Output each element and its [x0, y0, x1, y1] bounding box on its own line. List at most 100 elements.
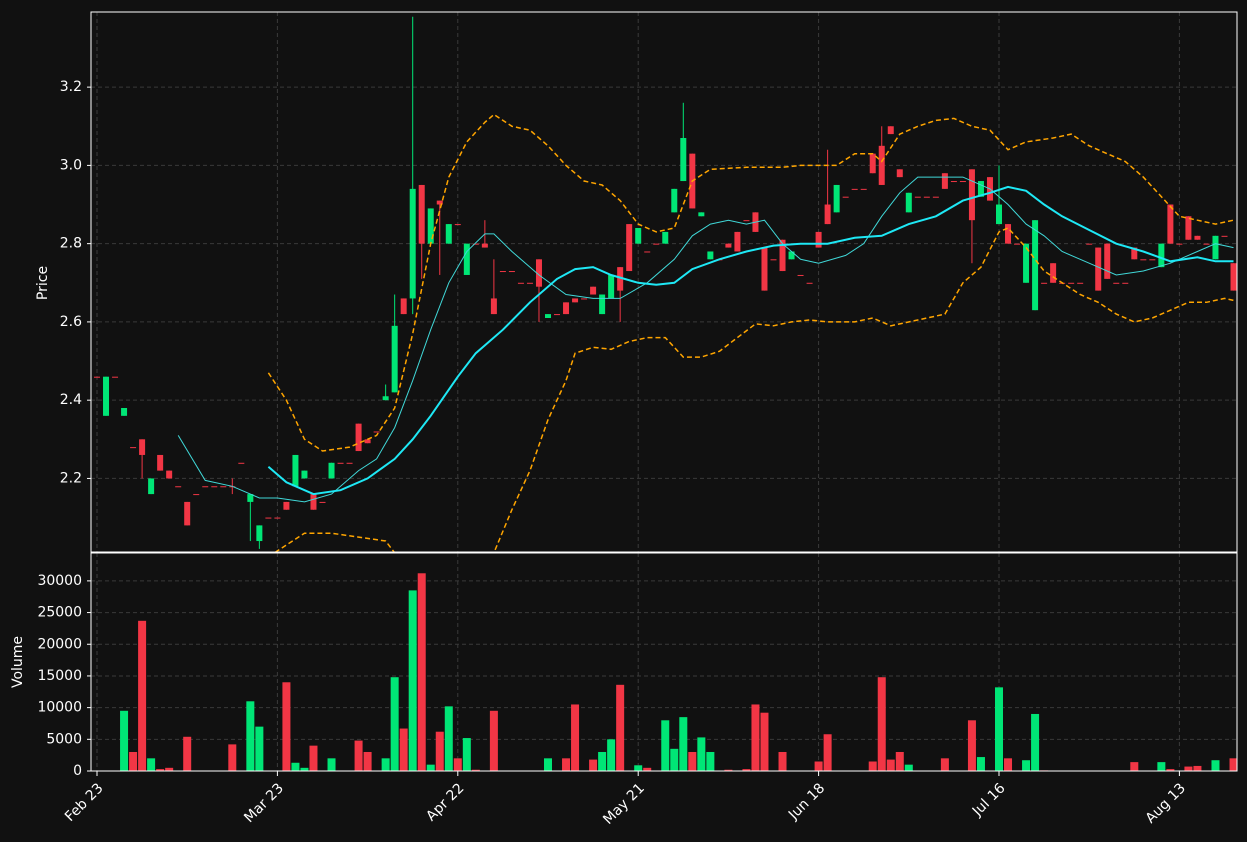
volume-bar: [814, 761, 823, 771]
candle-body: [1167, 204, 1174, 244]
grid: [91, 12, 1237, 772]
volume-bar: [634, 765, 643, 771]
candle-body: [1113, 282, 1120, 284]
candle-body: [517, 282, 524, 284]
volume-bar: [399, 728, 408, 771]
candle-body: [617, 267, 624, 291]
candle-body: [824, 204, 831, 225]
candle-body: [400, 298, 407, 315]
candle-body: [472, 243, 479, 245]
candle-body: [941, 173, 948, 189]
candle-body: [1095, 247, 1102, 291]
candle-body: [1212, 235, 1219, 260]
volume-bar: [300, 767, 309, 771]
volume-bar: [1184, 766, 1193, 771]
candle-body: [1140, 259, 1147, 261]
volume-bar: [489, 710, 498, 771]
y-tick-label: 2.6: [60, 314, 82, 330]
candle-body: [130, 447, 137, 449]
candle-body: [1050, 263, 1057, 283]
y-tick-label: 2.2: [60, 470, 82, 486]
volume-bar: [661, 720, 670, 771]
candle-body: [238, 462, 245, 464]
volume-bar: [282, 682, 291, 771]
candle-body: [301, 470, 308, 479]
candle-body: [626, 224, 633, 272]
candle-body: [779, 239, 786, 272]
candle-body: [328, 462, 335, 479]
candle-body: [445, 224, 452, 244]
volume-bar: [904, 764, 913, 771]
candle-body: [418, 184, 425, 244]
volume-bar: [408, 590, 417, 771]
volume-bar: [976, 757, 985, 771]
candle-body: [1077, 282, 1084, 284]
candle-body: [743, 220, 750, 222]
candle-body: [337, 462, 344, 464]
candle-body: [1230, 263, 1237, 291]
volume-bar: [228, 744, 237, 771]
volume-bar: [183, 736, 192, 771]
volume-bar: [426, 764, 435, 771]
candle-body: [896, 169, 903, 178]
candle-body: [121, 408, 128, 416]
candle-body: [355, 423, 362, 452]
candle-body: [382, 396, 389, 401]
volume-bar: [706, 751, 715, 771]
candle-body: [887, 126, 894, 135]
candle-body: [1086, 243, 1093, 245]
candle-body: [905, 192, 912, 213]
candle-body: [526, 282, 533, 284]
candle-body: [193, 494, 200, 496]
volume-bar: [940, 758, 949, 771]
candle-body: [581, 298, 588, 300]
candle-body: [680, 138, 687, 182]
candle-body: [373, 431, 380, 433]
candle-body: [996, 204, 1002, 225]
price-axis-label: Price: [35, 266, 51, 300]
volume-bar: [147, 758, 156, 771]
volume-bar: [471, 769, 480, 771]
volume-bar: [868, 761, 877, 771]
volume-bar: [1022, 760, 1031, 771]
candle-body: [508, 271, 515, 273]
volume-bar: [120, 710, 129, 771]
y-tick-label: 20000: [37, 636, 82, 652]
candle-body: [797, 274, 804, 276]
volume-bar: [435, 731, 444, 771]
indicator-line: [267, 185, 1234, 496]
candle-body: [274, 517, 281, 519]
candle-body: [1032, 220, 1039, 311]
y-tick-label: 5000: [46, 731, 82, 747]
candle-body: [842, 196, 849, 198]
volume-bar: [724, 769, 733, 771]
candle-body: [653, 243, 660, 245]
candle-body: [914, 196, 921, 198]
candle-body: [878, 145, 885, 185]
volume-bar: [444, 706, 453, 771]
volume-bar: [129, 751, 138, 771]
candle-body: [662, 231, 669, 244]
volume-bar: [778, 751, 787, 771]
candle-body: [950, 181, 957, 183]
candle-body: [1185, 216, 1192, 240]
volume-bar: [670, 748, 679, 771]
candle-body: [166, 470, 173, 479]
volume-bar: [742, 769, 751, 771]
volume-bar: [1157, 762, 1166, 771]
price-panel-frame: [90, 11, 1238, 553]
volume-bar: [697, 737, 706, 771]
candle-body: [202, 486, 209, 488]
candle-body: [869, 153, 876, 174]
candle-body: [175, 486, 182, 488]
candle-body: [1068, 282, 1075, 284]
candle-body: [572, 298, 579, 303]
y-tick-label: 30000: [37, 573, 82, 589]
indicator-line: [177, 176, 1234, 503]
volume-bar: [886, 759, 895, 771]
candle-body: [148, 478, 155, 495]
candle-body: [725, 243, 732, 248]
candle-body: [698, 212, 705, 217]
candle-body: [463, 243, 470, 275]
candle-body: [427, 208, 434, 244]
